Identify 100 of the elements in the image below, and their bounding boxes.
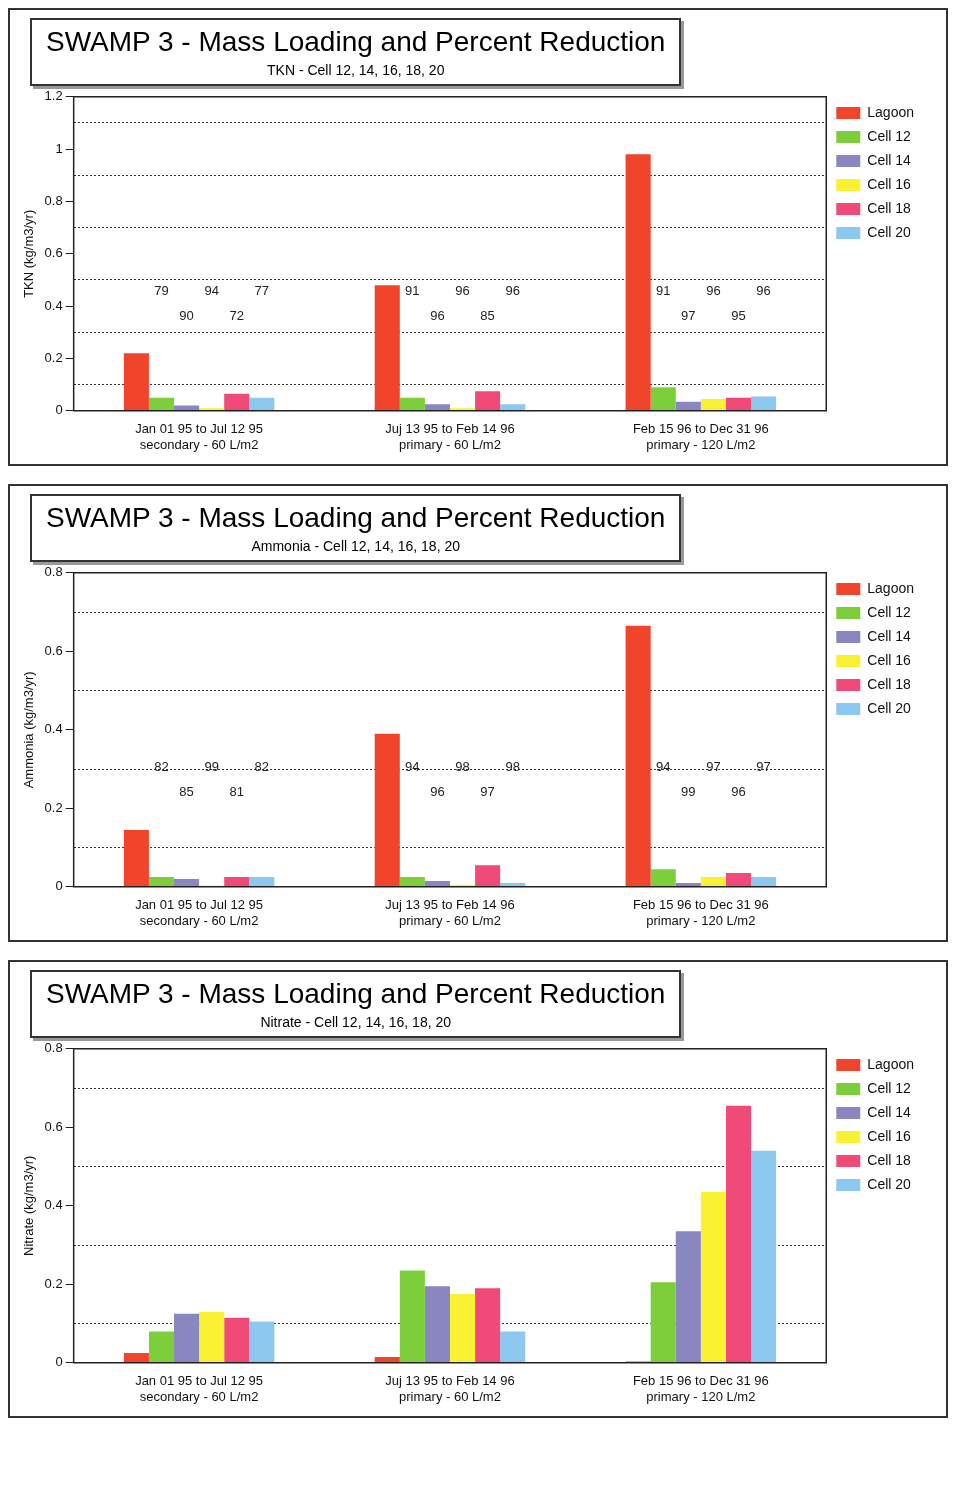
annotation: 82 bbox=[254, 759, 270, 775]
annotation: 96 bbox=[455, 283, 470, 299]
y-tick-label: 0.8 bbox=[44, 193, 63, 209]
y-tick-label: 0 bbox=[55, 1354, 63, 1370]
bar bbox=[700, 1192, 726, 1363]
bar bbox=[725, 1105, 752, 1363]
annotation: 91 bbox=[655, 283, 671, 299]
y-tick-label: 0.2 bbox=[44, 1275, 63, 1291]
chart-subtitle: Nitrate - Cell 12, 14, 16, 18, 20 bbox=[259, 1014, 453, 1030]
legend-label: Cell 18 bbox=[867, 199, 912, 216]
x-tick-label: Juj 13 95 to Feb 14 96 primary - 60 L/m2 bbox=[385, 897, 515, 928]
x-tick-label: Juj 13 95 to Feb 14 96 primary - 60 L/m2 bbox=[385, 1373, 515, 1404]
bar bbox=[399, 1270, 425, 1363]
bar bbox=[123, 353, 149, 411]
y-tick-label: 0.6 bbox=[44, 245, 63, 261]
legend-label: Cell 20 bbox=[867, 699, 912, 716]
y-tick-label: 1 bbox=[55, 140, 63, 156]
legend-label: Cell 16 bbox=[867, 175, 912, 192]
bar bbox=[249, 397, 275, 411]
annotation: 72 bbox=[229, 308, 244, 324]
legend-label: Cell 16 bbox=[867, 1127, 912, 1144]
x-tick-label: Feb 15 96 to Dec 31 96 primary - 120 L/m2 bbox=[632, 421, 769, 452]
bar bbox=[725, 397, 752, 411]
bar bbox=[199, 1311, 225, 1363]
annotation: 90 bbox=[179, 308, 194, 324]
legend-label: Lagoon bbox=[867, 1055, 914, 1072]
bar bbox=[399, 397, 425, 411]
y-axis-title: Nitrate (kg/m3/yr) bbox=[21, 1155, 37, 1256]
annotation: 81 bbox=[229, 784, 244, 800]
bar bbox=[249, 876, 275, 887]
annotation: 94 bbox=[405, 759, 420, 775]
legend-label: Cell 12 bbox=[867, 1079, 912, 1096]
annotation: 79 bbox=[154, 283, 169, 299]
bar bbox=[424, 880, 450, 887]
annotation: 97 bbox=[756, 759, 771, 775]
legend-label: Cell 12 bbox=[867, 603, 912, 620]
annotation: 94 bbox=[655, 759, 671, 775]
legend-label: Cell 14 bbox=[867, 1103, 912, 1120]
y-tick-label: 0.8 bbox=[44, 564, 63, 580]
bar bbox=[148, 1331, 175, 1363]
x-tick-label: Feb 15 96 to Dec 31 96 primary - 120 L/m2 bbox=[632, 897, 769, 928]
y-tick-label: 0.6 bbox=[44, 642, 63, 658]
bar bbox=[700, 399, 726, 411]
x-tick-label: Feb 15 96 to Dec 31 96 primary - 120 L/m2 bbox=[632, 1373, 769, 1404]
annotation: 98 bbox=[505, 759, 520, 775]
annotation: 98 bbox=[455, 759, 470, 775]
bar bbox=[449, 408, 476, 411]
bar bbox=[500, 1331, 526, 1363]
annotation: 91 bbox=[405, 283, 420, 299]
bar bbox=[148, 876, 175, 887]
annotation: 97 bbox=[681, 308, 696, 324]
legend-label: Cell 20 bbox=[867, 1175, 912, 1192]
legend-label: Lagoon bbox=[867, 579, 914, 596]
annotation: 96 bbox=[430, 784, 445, 800]
x-tick-label: Juj 13 95 to Feb 14 96 primary - 60 L/m2 bbox=[385, 421, 515, 452]
bar bbox=[224, 1317, 250, 1363]
annotation: 96 bbox=[430, 308, 445, 324]
y-tick-label: 0.2 bbox=[44, 350, 63, 366]
y-tick-label: 1.2 bbox=[44, 88, 63, 104]
annotation: 96 bbox=[706, 283, 721, 299]
annotation: 85 bbox=[179, 784, 194, 800]
bar bbox=[224, 393, 250, 411]
annotation: 77 bbox=[254, 283, 270, 299]
bar bbox=[424, 1286, 450, 1363]
bar bbox=[174, 878, 200, 887]
bar bbox=[475, 391, 501, 411]
x-tick-label: Jan 01 95 to Jul 12 95 secondary - 60 L/m2 bbox=[135, 1373, 264, 1404]
legend-label: Cell 18 bbox=[867, 675, 912, 692]
y-tick-label: 0.2 bbox=[44, 799, 63, 815]
annotation: 82 bbox=[154, 759, 169, 775]
bar bbox=[751, 396, 777, 411]
bar bbox=[224, 876, 250, 887]
bar bbox=[174, 1313, 200, 1363]
bar bbox=[751, 876, 777, 887]
bar bbox=[475, 865, 501, 887]
y-tick-label: 0 bbox=[55, 878, 63, 894]
chart-title: SWAMP 3 - Mass Loading and Percent Reduction bbox=[46, 978, 666, 1010]
chart-title: SWAMP 3 - Mass Loading and Percent Reduction bbox=[46, 26, 666, 58]
bar bbox=[399, 876, 425, 887]
annotation: 97 bbox=[706, 759, 721, 775]
bar bbox=[123, 1352, 149, 1363]
annotation: 85 bbox=[480, 308, 495, 324]
bar bbox=[123, 829, 149, 887]
bar bbox=[675, 1231, 701, 1363]
annotation: 96 bbox=[505, 283, 520, 299]
bar bbox=[625, 154, 651, 411]
legend-label: Cell 18 bbox=[867, 1151, 912, 1168]
legend-label: Cell 20 bbox=[867, 223, 912, 240]
bar bbox=[650, 387, 676, 411]
bar bbox=[424, 404, 450, 411]
legend-label: Lagoon bbox=[867, 103, 914, 120]
bar bbox=[500, 404, 526, 411]
bar bbox=[625, 625, 651, 887]
bar bbox=[751, 1150, 777, 1363]
chart-subtitle: Ammonia - Cell 12, 14, 16, 18, 20 bbox=[250, 538, 461, 554]
bar bbox=[199, 408, 225, 411]
y-axis-title: TKN (kg/m3/yr) bbox=[21, 209, 37, 298]
bar bbox=[725, 873, 752, 887]
annotation: 96 bbox=[731, 784, 746, 800]
bar bbox=[650, 869, 676, 887]
